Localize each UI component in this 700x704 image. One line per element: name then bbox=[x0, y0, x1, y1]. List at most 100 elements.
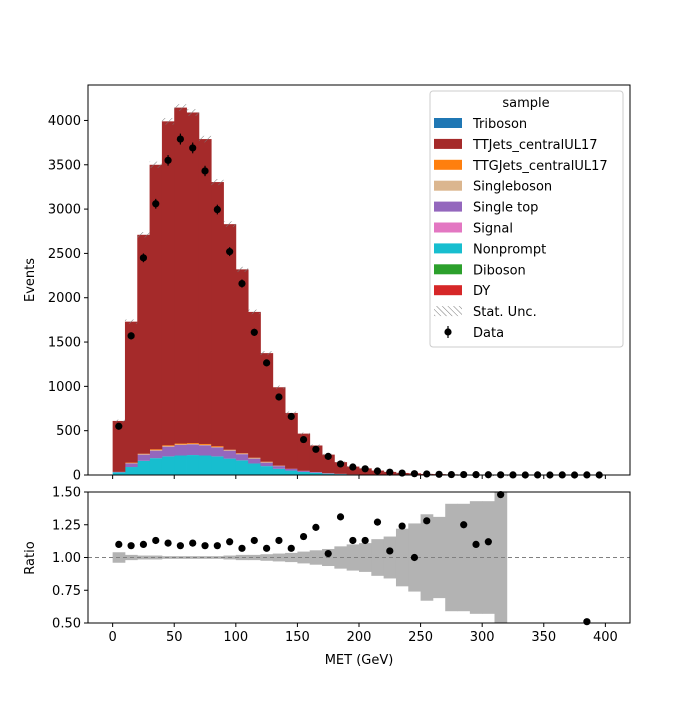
bar-single-top-16 bbox=[310, 472, 323, 473]
legend-swatch-stat-unc bbox=[434, 306, 462, 316]
bar-nonprompt-8 bbox=[211, 456, 224, 475]
bar-ttgjets-centralul17-3 bbox=[150, 449, 163, 450]
x-tick-label: 250 bbox=[408, 630, 433, 645]
ratio-y-tick-label: 0.75 bbox=[52, 584, 81, 599]
bar-ttjets-centralul17-2 bbox=[137, 235, 150, 454]
x-tick-label: 100 bbox=[223, 630, 248, 645]
bar-single-top-9 bbox=[224, 451, 237, 459]
bar-single-top-13 bbox=[273, 466, 286, 469]
data-point-0 bbox=[115, 423, 122, 430]
main-y-tick-label: 500 bbox=[56, 424, 81, 439]
legend-label-single-top: Single top bbox=[473, 201, 538, 216]
legend-swatch-triboson bbox=[434, 118, 462, 128]
bar-ttjets-centralul17-6 bbox=[187, 112, 200, 443]
data-point-7 bbox=[201, 167, 208, 174]
x-tick-label: 350 bbox=[531, 630, 556, 645]
ratio-point-19 bbox=[349, 537, 356, 544]
x-tick-label: 150 bbox=[285, 630, 310, 645]
ratio-point-5 bbox=[177, 542, 184, 549]
ratio-y-tick-label: 0.50 bbox=[52, 617, 81, 632]
x-tick-label: 200 bbox=[347, 630, 372, 645]
bar-ttjets-centralul17-8 bbox=[211, 182, 224, 446]
legend: sample TribosonTTJets_centralUL17TTGJets… bbox=[430, 91, 623, 347]
legend-swatch-diboson bbox=[434, 264, 462, 274]
x-tick-label: 50 bbox=[166, 630, 183, 645]
ratio-point-8 bbox=[214, 542, 221, 549]
legend-label-ttjets-centralul17: TTJets_centralUL17 bbox=[472, 138, 598, 153]
data-point-17 bbox=[325, 453, 332, 460]
stat-unc-bin-7 bbox=[199, 136, 211, 143]
bar-ttgjets-centralul17-4 bbox=[162, 445, 175, 446]
stat-unc-bin-6 bbox=[187, 109, 199, 116]
stat-unc-bin-2 bbox=[137, 232, 149, 238]
data-point-11 bbox=[251, 329, 258, 336]
bar-nonprompt-2 bbox=[137, 461, 150, 475]
bar-nonprompt-14 bbox=[285, 471, 298, 475]
ratio-point-23 bbox=[399, 522, 406, 529]
x-tick-label: 400 bbox=[593, 630, 618, 645]
data-point-13 bbox=[275, 393, 282, 400]
main-y-tick-label: 2500 bbox=[48, 247, 81, 262]
bar-ttgjets-centralul17-8 bbox=[211, 446, 224, 447]
ratio-point-16 bbox=[312, 524, 319, 531]
data-point-20 bbox=[362, 465, 369, 472]
legend-swatch-singleboson bbox=[434, 181, 462, 191]
legend-label-nonprompt: Nonprompt bbox=[473, 242, 546, 257]
data-point-5 bbox=[177, 135, 184, 142]
stat-unc-bin-8 bbox=[211, 179, 223, 185]
ratio-point-21 bbox=[374, 519, 381, 526]
data-point-12 bbox=[263, 359, 270, 366]
bar-single-top-8 bbox=[211, 448, 224, 457]
x-tick-label: 0 bbox=[108, 630, 116, 645]
ratio-point-28 bbox=[460, 521, 467, 528]
ratio-point-4 bbox=[164, 539, 171, 546]
bar-ttgjets-centralul17-5 bbox=[174, 444, 187, 445]
legend-swatch-single-top bbox=[434, 202, 462, 212]
bar-single-top-6 bbox=[187, 444, 200, 455]
data-point-26 bbox=[435, 471, 442, 478]
x-axis-label: MET (GeV) bbox=[325, 653, 394, 668]
legend-swatch-dy bbox=[434, 285, 462, 295]
bar-single-top-12 bbox=[260, 463, 273, 467]
ratio-y-axis-label: Ratio bbox=[23, 541, 38, 574]
ratio-point-11 bbox=[251, 537, 258, 544]
data-point-9 bbox=[226, 248, 233, 255]
bar-single-top-4 bbox=[162, 447, 175, 457]
legend-label-dy: DY bbox=[473, 284, 490, 299]
ratio-point-20 bbox=[362, 537, 369, 544]
legend-swatch-ttjets-centralul17 bbox=[434, 139, 462, 149]
ratio-y-tick-label: 1.25 bbox=[52, 518, 81, 533]
legend-label-singleboson: Singleboson bbox=[473, 180, 552, 195]
stat-unc-bin-0 bbox=[113, 420, 125, 423]
bar-single-top-5 bbox=[174, 445, 187, 456]
ratio-point-32 bbox=[583, 618, 590, 625]
stat-unc-bin-11 bbox=[248, 310, 260, 315]
ratio-point-6 bbox=[189, 539, 196, 546]
data-point-16 bbox=[312, 446, 319, 453]
legend-label-data: Data bbox=[473, 326, 504, 341]
main-y-tick-label: 3000 bbox=[48, 203, 81, 218]
ratio-point-17 bbox=[325, 550, 332, 557]
stat-unc-bin-9 bbox=[224, 221, 236, 227]
bar-ttjets-centralul17-7 bbox=[199, 139, 212, 444]
ratio-point-22 bbox=[386, 547, 393, 554]
bar-nonprompt-4 bbox=[162, 456, 175, 475]
data-point-14 bbox=[288, 413, 295, 420]
ratio-point-7 bbox=[201, 542, 208, 549]
bar-nonprompt-7 bbox=[199, 456, 212, 476]
data-point-10 bbox=[238, 280, 245, 287]
ratio-point-1 bbox=[128, 542, 135, 549]
ratio-point-10 bbox=[238, 545, 245, 552]
bar-nonprompt-12 bbox=[260, 466, 273, 475]
main-y-tick-label: 3500 bbox=[48, 158, 81, 173]
bar-ttjets-centralul17-12 bbox=[260, 353, 273, 462]
bar-single-top-1 bbox=[125, 463, 138, 467]
ratio-point-15 bbox=[300, 533, 307, 540]
bar-nonprompt-3 bbox=[150, 458, 163, 475]
legend-swatch-nonprompt bbox=[434, 243, 462, 253]
bar-single-top-10 bbox=[236, 454, 249, 460]
legend-swatch-ttgjets-centralul17 bbox=[434, 160, 462, 170]
main-y-tick-label: 0 bbox=[73, 469, 81, 484]
data-point-6 bbox=[189, 144, 196, 151]
bar-single-top-2 bbox=[137, 455, 150, 461]
